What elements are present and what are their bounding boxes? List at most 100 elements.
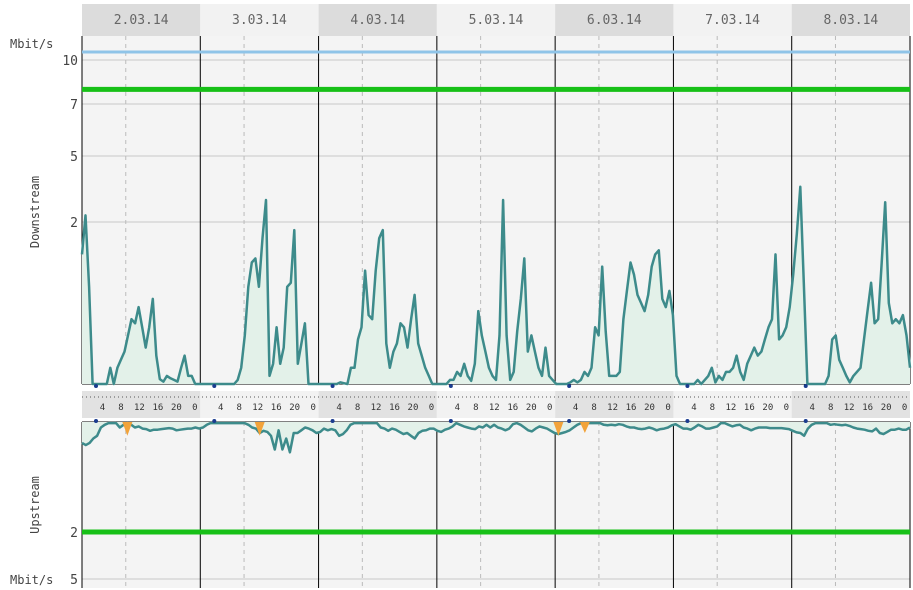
upstream-tick-label: 5 [70, 573, 78, 588]
axis-labels: 2.03.14 3.03.14 4.03.14 5.03.14 6.03.14 7.03.… [62, 13, 907, 588]
hour-tick-label: 0 [784, 403, 789, 413]
hour-tick-label: 8 [473, 403, 478, 413]
hour-tick-label: 4 [218, 403, 223, 413]
hour-tick-label: 12 [489, 403, 500, 413]
day-marker [330, 384, 335, 388]
day-marker [803, 419, 808, 423]
date-label: 6.03.14 [587, 13, 642, 28]
hour-tick-label: 12 [252, 403, 263, 413]
reference-lines [82, 50, 910, 535]
hour-tick-label: 20 [762, 403, 773, 413]
hour-tick-label: 4 [809, 403, 814, 413]
date-band [436, 4, 556, 36]
upstream-spike-marker [579, 422, 590, 433]
date-label: 7.03.14 [705, 13, 760, 28]
day-marker [330, 419, 335, 423]
hour-band [200, 391, 319, 418]
upstream-spike-marker [254, 422, 265, 436]
downstream-line [80, 185, 912, 386]
day-marker [448, 419, 453, 423]
downstream-axis-label: Downstream [28, 176, 42, 248]
hour-band [555, 391, 674, 418]
day-marker [212, 419, 217, 423]
hour-tick-label: 16 [153, 403, 164, 413]
downstream-tick-label: 5 [70, 150, 78, 165]
upstream-line [81, 421, 911, 454]
upstream-plot-area [82, 422, 910, 588]
hour-tick-label: 16 [389, 403, 400, 413]
hour-tick-label: 16 [507, 403, 518, 413]
date-band [673, 4, 792, 36]
hour-tick-label: 20 [171, 403, 182, 413]
date-label: 4.03.14 [350, 13, 405, 28]
hour-band [318, 391, 437, 418]
hour-tick-label: 4 [573, 403, 578, 413]
day-marker [685, 419, 690, 423]
hour-band [791, 391, 910, 418]
downstream-area [82, 186, 910, 384]
day-marker [803, 384, 808, 388]
date-label: 2.03.14 [114, 13, 169, 28]
upstream-axis-label: Upstream [28, 476, 42, 534]
date-label: 5.03.14 [469, 13, 524, 28]
hour-tick-label: 16 [744, 403, 755, 413]
downstream-tick-label: 7 [70, 98, 78, 113]
hour-tick-label: 12 [844, 403, 855, 413]
hour-tick-label: 4 [336, 403, 341, 413]
date-band [200, 4, 319, 36]
date-label: 3.03.14 [232, 13, 287, 28]
hour-tick-label: 0 [429, 403, 434, 413]
date-label: 8.03.14 [823, 13, 878, 28]
upstream-unit-label: Mbit/s [10, 573, 53, 587]
hour-tick-label: 0 [310, 403, 315, 413]
date-band [791, 4, 910, 36]
hour-band [82, 391, 201, 418]
day-marker [685, 384, 690, 388]
hour-tick-label: 8 [710, 403, 715, 413]
upstream-spike-marker [553, 422, 564, 436]
hour-tick-label: 0 [665, 403, 670, 413]
hour-tick-label: 20 [408, 403, 419, 413]
hour-tick-label: 20 [526, 403, 537, 413]
downstream-tick-label: 10 [62, 54, 78, 69]
hour-tick-label: 20 [644, 403, 655, 413]
axes: Mbit/s Mbit/s Downstream Upstream [10, 37, 53, 587]
hour-tick-label: 12 [371, 403, 382, 413]
hour-tick-label: 16 [626, 403, 637, 413]
hour-tick-label: 0 [902, 403, 907, 413]
hour-tick-label: 8 [828, 403, 833, 413]
day-marker [567, 419, 572, 423]
hour-tick-label: 8 [591, 403, 596, 413]
date-band [82, 4, 201, 36]
downstream-unit-label: Mbit/s [10, 37, 53, 51]
hour-tick-label: 0 [547, 403, 552, 413]
hour-tick-label: 8 [355, 403, 360, 413]
downstream-tick-label: 2 [70, 216, 78, 231]
hour-tick-label: 12 [725, 403, 736, 413]
hour-band [436, 391, 556, 418]
series [80, 185, 912, 454]
hour-tick-label: 4 [100, 403, 105, 413]
day-marker [567, 384, 572, 388]
hour-tick-label: 16 [271, 403, 282, 413]
hour-tick-label: 20 [881, 403, 892, 413]
hour-tick-label: 8 [118, 403, 123, 413]
hour-tick-label: 0 [192, 403, 197, 413]
date-band [318, 4, 437, 36]
chart-background [82, 4, 910, 588]
hour-tick-label: 4 [455, 403, 460, 413]
hour-tick-label: 12 [134, 403, 145, 413]
hour-tick-label: 4 [691, 403, 696, 413]
date-band [555, 4, 674, 36]
day-marker [94, 384, 98, 388]
hour-band [673, 391, 792, 418]
day-marker [212, 384, 217, 388]
day-marker [94, 419, 98, 423]
hour-tick-label: 20 [289, 403, 300, 413]
day-marker [448, 384, 453, 388]
hour-tick-label: 12 [607, 403, 618, 413]
upstream-spike-marker [122, 422, 133, 436]
upstream-tick-label: 2 [70, 526, 78, 541]
hour-tick-label: 8 [237, 403, 242, 413]
